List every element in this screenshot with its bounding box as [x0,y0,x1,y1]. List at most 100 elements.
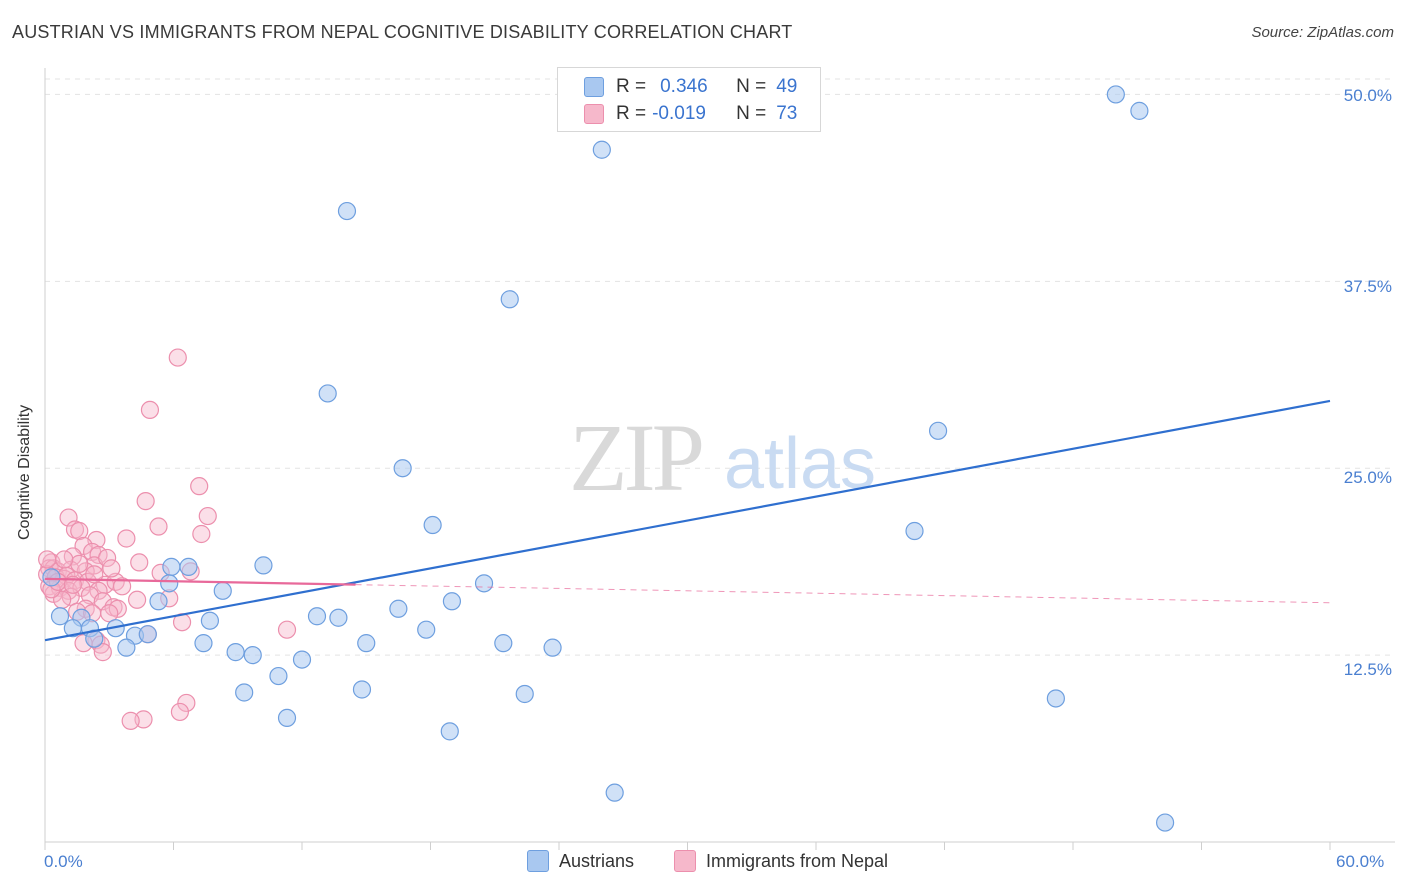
austrian-point [149,592,168,611]
blue-swatch [527,850,549,872]
nepal-point [100,604,119,623]
legend-item-nepal[interactable]: Immigrants from Nepal [674,850,888,872]
austrian-point [243,646,262,665]
nepal-point [277,620,297,639]
chart-title: AUSTRIAN VS IMMIGRANTS FROM NEPAL COGNIT… [12,22,793,42]
austrian-point [50,607,70,626]
nepal-point [140,400,160,420]
trend-line-nepal-solid [44,577,356,586]
n-label: N = [736,76,767,97]
nepal-point [190,477,209,496]
austrian-point [440,722,459,741]
austrian-point [357,634,376,653]
nepal-point [168,348,187,367]
austrian-point [42,568,61,587]
y-tick-label: 50.0% [1343,86,1392,105]
nepal-point [121,711,140,730]
nepal-point [63,575,82,594]
austrian-point [592,140,611,159]
austrian-point [494,634,513,653]
austrian-point [160,574,179,593]
austrian-point [905,521,924,541]
legend-item-austrians[interactable]: Austrians [527,850,634,872]
nepal-point [70,554,89,574]
nepal-point [55,550,74,569]
austrian-point [1046,689,1065,708]
y-tick-label: 37.5% [1343,277,1392,296]
nepal-point [127,590,147,609]
trend-lines [44,399,1331,642]
y-tick-label: 25.0% [1343,468,1392,487]
n-value: 49 [776,76,798,97]
watermark-zip: ZIP [569,404,702,511]
austrian-point [1155,813,1175,832]
legend-label-nepal: Immigrants from Nepal [706,850,889,871]
austrian-point [226,643,245,662]
nepal-point [136,492,155,511]
nepal-point [149,517,168,536]
legend-row-nepal: R = -0.019 N = 73 [584,101,797,127]
austrian-point [1130,101,1149,120]
austrian-point [423,515,442,535]
austrian-point [117,638,136,657]
trend-line-austrians [44,399,1331,642]
austrian-point [389,599,408,618]
nepal-point [108,599,127,618]
austrian-point [1106,85,1125,104]
nepal-point [130,553,149,572]
austrian-point [200,611,220,630]
gridlines [45,78,1395,656]
austrian-point [235,683,254,702]
austrian-point [138,625,157,644]
nepal-point [198,506,217,526]
nepal-point [112,577,132,596]
blue-swatch [584,77,604,97]
austrian-point [318,384,337,403]
austrian-point [515,684,534,704]
austrian-point [292,650,312,669]
nepal-point [38,550,57,569]
pink-swatch [584,104,604,124]
watermark: ZIP atlas [569,404,876,511]
austrian-point [337,201,357,221]
r-label: R = [616,103,647,124]
austrian-point [329,608,348,627]
nepal-point [117,529,136,548]
austrian-point [543,638,562,657]
nepal-point [177,693,196,713]
nepal-points [38,348,297,730]
pink-swatch [674,850,696,872]
austrian-point [417,620,436,639]
austrian-point [269,666,288,686]
y-axis-label: Cognitive Disability [16,404,33,540]
austrian-point [928,421,948,440]
austrian-point [162,557,181,576]
austrian-point [254,556,273,575]
austrian-point [605,783,624,802]
source-credit: Source: ZipAtlas.com [1251,24,1394,41]
stats-legend: R = 0.346 N = 49 R = -0.019 N = 73 [557,67,821,132]
austrian-points [42,85,1175,832]
trend-line-nepal-dashed [355,584,1331,604]
x-tick-label-min: 0.0% [44,852,83,871]
austrian-point [213,581,232,600]
austrian-point [500,290,519,309]
austrian-point [277,708,297,728]
r-value: -0.019 [652,103,706,124]
austrian-point [179,557,198,576]
n-value: 73 [776,103,798,124]
nepal-point [102,559,121,578]
legend-label-austrians: Austrians [559,850,635,871]
r-value: 0.346 [660,76,708,97]
n-label: N = [736,103,767,124]
austrian-point [442,592,462,611]
x-tick-label-max: 60.0% [1336,852,1385,871]
nepal-point [192,524,211,544]
austrian-point [194,634,213,653]
austrian-point [352,680,372,699]
nepal-point [98,548,117,568]
austrian-point [393,459,412,478]
austrian-point [474,574,494,593]
austrian-point [307,607,327,626]
